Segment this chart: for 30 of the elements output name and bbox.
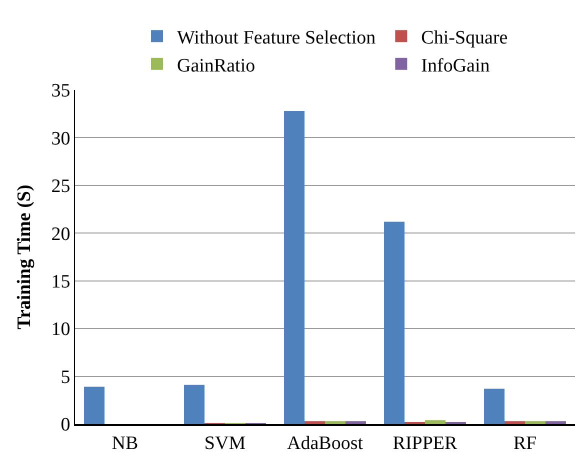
bar (184, 384, 204, 424)
legend-label: Without Feature Selection (177, 28, 376, 49)
bar (346, 421, 366, 424)
y-tick-label: 20 (51, 224, 70, 245)
y-tick-label: 5 (60, 366, 70, 388)
x-tick-label: NB (112, 432, 138, 454)
bar (546, 421, 566, 424)
x-tick-label: RF (513, 432, 537, 454)
bar (484, 388, 504, 424)
y-tick-label: 0 (60, 414, 70, 436)
y-tick-label: 10 (51, 319, 70, 340)
x-tick-label: RIPPER (392, 432, 458, 454)
y-tick-label: 30 (51, 128, 70, 150)
legend-label: InfoGain (421, 55, 490, 76)
y-tick-label: 15 (51, 272, 70, 293)
legend-label: GainRatio (177, 55, 256, 76)
y-tick-label: 25 (51, 176, 70, 198)
x-tick-label: AdaBoost (287, 432, 364, 454)
bar (525, 421, 546, 424)
x-tick-label: SVM (204, 432, 246, 454)
bar (504, 421, 525, 424)
bar (325, 421, 346, 424)
bar (284, 110, 304, 424)
bar (304, 421, 325, 424)
legend-label: Chi-Square (421, 28, 508, 49)
bar (84, 386, 104, 424)
y-axis-title: Training Time (S) (14, 184, 36, 330)
bar (384, 222, 404, 424)
y-tick-label: 35 (51, 80, 70, 102)
bar (425, 420, 446, 424)
